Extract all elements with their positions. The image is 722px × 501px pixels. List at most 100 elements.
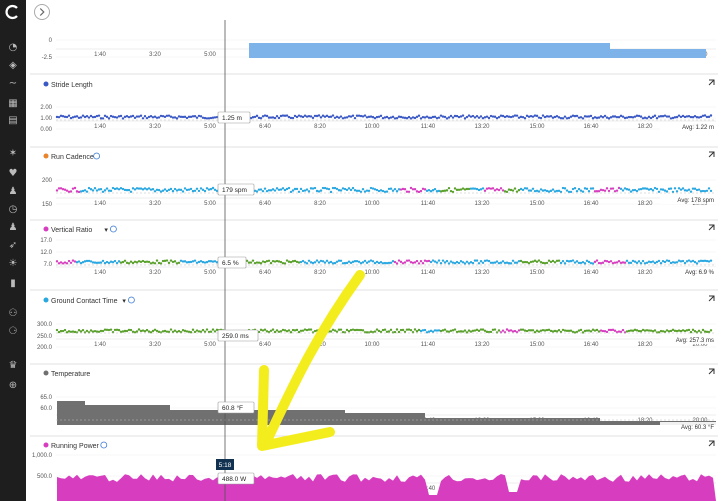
vratio-point [83,260,87,263]
groups-icon[interactable]: ⚇ [8,308,18,319]
gct-point [275,329,279,332]
vratio-point [377,261,381,265]
gct-point [257,330,261,334]
cadence-point [253,189,257,192]
stride-point [625,116,629,119]
cadence-fullscreen-icon[interactable] [708,151,715,158]
cadence-point [491,187,495,190]
gct-point [169,328,173,331]
stats-icon[interactable]: ▮ [10,278,16,289]
cadence-point [95,189,99,192]
stride-point [577,116,581,119]
gct-point [283,329,287,332]
vratio-point [515,261,519,264]
vratio-point [409,261,413,264]
gct-fullscreen-icon[interactable] [708,295,715,302]
cadence-avg-badge [660,195,716,204]
vratio-point [105,260,109,264]
vratio-point [657,259,661,263]
expand-sidebar-button[interactable] [34,4,50,20]
vratio-point [213,260,217,263]
cadence-point [165,189,169,193]
stride-point [85,115,89,118]
stride-point [457,115,461,119]
stride-point [163,115,167,119]
vratio-point [667,259,671,263]
stride-point [557,116,561,119]
vratio-point [651,260,655,263]
gct-point [459,330,463,333]
walking-icon[interactable]: ♟ [8,186,18,197]
stride-point [165,114,169,117]
gct-point [395,328,399,331]
vratio-help-icon[interactable] [110,225,117,233]
timer-icon[interactable]: ◷ [8,204,18,215]
gct-point [289,331,293,334]
temp-fullscreen-icon[interactable] [708,368,715,375]
gct-point [209,330,213,333]
top-x-tick: 3:20 [149,52,161,58]
cadence-point [509,188,513,192]
power-help-icon[interactable] [100,441,108,449]
running-icon[interactable]: ♟ [8,222,18,233]
vratio-point [481,261,485,264]
stride-point [103,114,107,118]
vratio-point [649,260,653,264]
vratio-fullscreen-icon[interactable] [708,224,715,231]
stride-point [593,116,597,119]
gct-x-tick: 18:20 [637,342,653,348]
gct-help-icon[interactable] [127,296,135,304]
stride-point [211,116,215,119]
cadence-point [341,187,345,190]
calendar-icon[interactable]: ▦ [8,98,18,109]
vratio-point [421,262,425,265]
vratio-point [495,260,499,263]
stride-point [393,117,397,120]
cadence-point [427,189,431,192]
cadence-point [659,188,663,191]
cadence-point [581,190,585,193]
stride-point [501,114,505,118]
vratio-point [351,260,355,264]
vratio-point [255,261,259,264]
lightbulb-icon[interactable]: ☀ [8,258,18,269]
add-icon[interactable]: ⊕ [8,380,18,391]
stride-point [353,116,357,120]
gct-point [177,329,181,333]
temp-area-series [57,401,716,425]
gct-point [423,328,427,332]
vratio-tooltip [217,256,247,269]
stride-point [541,114,545,117]
stride-point [631,116,635,119]
cadence-help-icon[interactable] [93,152,100,160]
cadence-point [129,190,133,193]
vratio-point [471,261,475,265]
cadence-point [343,187,347,191]
health-icon[interactable]: ♥ [8,168,18,179]
power-fullscreen-icon[interactable] [708,440,715,447]
gct-point [153,328,157,332]
stride-point [381,116,385,120]
community-icon[interactable]: ⚆ [8,326,18,337]
stride-fullscreen-icon[interactable] [708,79,715,86]
insights-icon[interactable]: ∼ [8,78,18,89]
trophy-icon[interactable]: ♛ [8,360,18,371]
vratio-point [521,261,525,264]
layers-icon[interactable]: ◈ [9,60,17,71]
gct-point [129,328,133,332]
cadence-point [477,188,481,192]
speed-icon[interactable]: ➶ [8,240,18,251]
training-icon[interactable]: ✶ [8,148,18,159]
cadence-point [671,190,675,194]
vratio-point [459,260,463,263]
vratio-point [549,260,553,264]
gct-point [81,328,85,332]
reports-icon[interactable]: ▤ [8,115,18,126]
vratio-point [605,260,609,263]
connect-logo-icon[interactable] [5,4,21,20]
stride-point [571,114,575,117]
gct-title: Ground Contact Time [51,298,118,305]
stride-point [125,114,129,118]
dashboard-icon[interactable]: ◔ [8,42,18,53]
gct-x-tick: 20:00 [692,342,708,348]
